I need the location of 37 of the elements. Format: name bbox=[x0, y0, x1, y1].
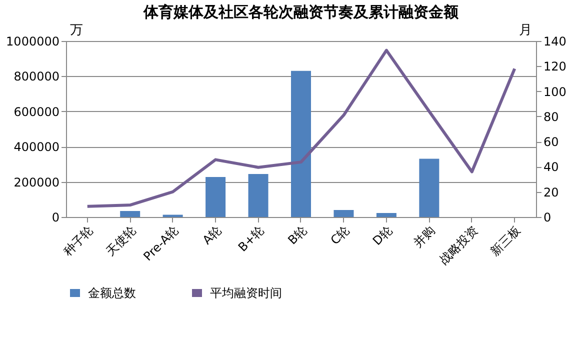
bar bbox=[419, 158, 440, 217]
x-tick-label: A轮 bbox=[200, 223, 224, 248]
chart-title: 体育媒体及社区各轮次融资节奏及累计融资金额 bbox=[142, 3, 460, 21]
y-tick-label: 600000 bbox=[14, 104, 60, 119]
y2-axis-title: 月 bbox=[519, 23, 532, 38]
y2-tick-label: 20 bbox=[544, 185, 559, 200]
y-tick-label: 0 bbox=[52, 210, 60, 224]
legend-label: 金额总数 bbox=[88, 286, 136, 300]
y-tick-label: 200000 bbox=[14, 175, 60, 190]
y-axis-title: 万 bbox=[70, 23, 83, 38]
x-tick-label: 新三板 bbox=[488, 223, 524, 258]
y2-tick-label: 60 bbox=[544, 135, 559, 150]
bar bbox=[334, 210, 354, 217]
x-tick-label: 天使轮 bbox=[103, 223, 139, 258]
y-tick-label: 1000000 bbox=[6, 34, 60, 48]
bar bbox=[206, 177, 226, 217]
legend-label: 平均融资时间 bbox=[210, 286, 282, 300]
y2-tick-label: 0 bbox=[544, 210, 552, 224]
bar bbox=[291, 70, 311, 217]
bar bbox=[120, 211, 140, 217]
x-tick-label: C轮 bbox=[328, 223, 352, 248]
x-tick-label: B轮 bbox=[285, 223, 310, 248]
y2-tick-label: 80 bbox=[544, 110, 559, 124]
y-tick-label: 800000 bbox=[14, 70, 60, 84]
y2-tick-label: 120 bbox=[544, 60, 566, 74]
y2-tick-label: 100 bbox=[544, 84, 566, 99]
bar bbox=[248, 174, 268, 217]
x-tick-label: 并购 bbox=[410, 223, 438, 250]
x-tick-label: 种子轮 bbox=[60, 223, 96, 258]
bar bbox=[376, 212, 396, 217]
line-series bbox=[86, 48, 516, 208]
x-tick-label: B+轮 bbox=[235, 223, 267, 254]
y-tick-label: 400000 bbox=[14, 140, 60, 154]
x-tick-label: D轮 bbox=[370, 223, 395, 248]
x-tick-label: 战略投资 bbox=[436, 223, 480, 267]
y2-tick-label: 40 bbox=[544, 160, 559, 174]
y2-tick-label: 140 bbox=[544, 34, 566, 48]
